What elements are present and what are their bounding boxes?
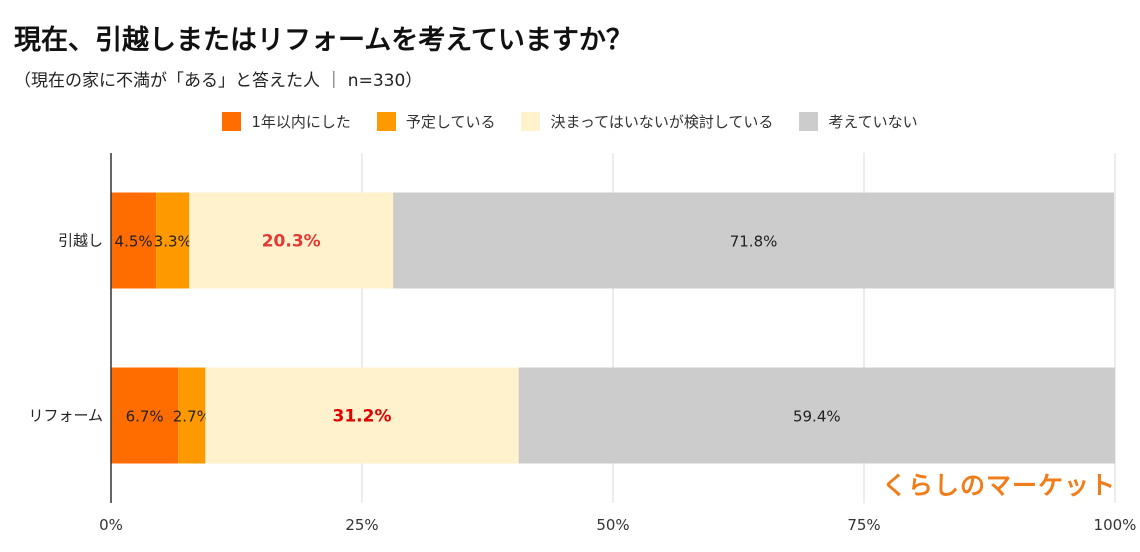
legend-label: 1年以内にした <box>251 113 351 131</box>
brand-logo: くらしのマーケット <box>876 462 1116 506</box>
legend-item-done-within-year: 1年以内にした <box>222 111 351 132</box>
legend-swatch <box>521 112 541 131</box>
data-label: 31.2% <box>333 407 392 427</box>
legend-item-planned: 予定している <box>376 111 496 132</box>
legend-swatch <box>799 112 819 131</box>
bar-segment <box>393 192 1114 289</box>
data-label: 2.7% <box>173 408 211 426</box>
legend-swatch <box>222 112 242 131</box>
bar-segment <box>178 367 206 464</box>
data-label: 3.3% <box>154 233 192 251</box>
bar-segment <box>189 192 394 289</box>
legend-label: 決まってはいないが検討している <box>550 113 774 131</box>
x-tick-label: 50% <box>596 516 629 534</box>
data-label: 59.4% <box>793 408 841 426</box>
bar-segment <box>518 367 1115 464</box>
data-label: 71.8% <box>730 233 778 251</box>
x-tick-label: 0% <box>99 516 123 534</box>
logo-text: くらしのマーケット <box>882 471 1117 500</box>
chart-title: 現在、引越しまたはリフォームを考えていますか？ <box>14 25 633 56</box>
legend-label: 考えていない <box>828 113 918 131</box>
chart-legend: 1年以内にした 予定している 決まってはいないが検討している 考えていない <box>0 111 1140 132</box>
category-label: 引越し <box>58 232 103 250</box>
legend-swatch <box>376 112 396 131</box>
bar-segment <box>111 192 157 289</box>
bar-segment <box>205 367 519 464</box>
x-tick-label: 100% <box>1094 516 1137 534</box>
category-label: リフォーム <box>28 407 103 425</box>
x-tick-label: 75% <box>847 516 880 534</box>
data-label: 20.3% <box>262 232 321 252</box>
bar-segment <box>156 192 190 289</box>
x-tick-label: 25% <box>345 516 378 534</box>
legend-label: 予定している <box>405 113 496 131</box>
data-label: 4.5% <box>115 233 153 251</box>
bar-segment <box>111 367 179 464</box>
chart-subtitle: （現在の家に不満が「ある」と答えた人 ｜ n=330） <box>14 71 423 91</box>
legend-item-considering: 決まってはいないが検討している <box>521 111 773 132</box>
legend-item-not-considering: 考えていない <box>799 111 918 132</box>
data-label: 6.7% <box>126 408 164 426</box>
